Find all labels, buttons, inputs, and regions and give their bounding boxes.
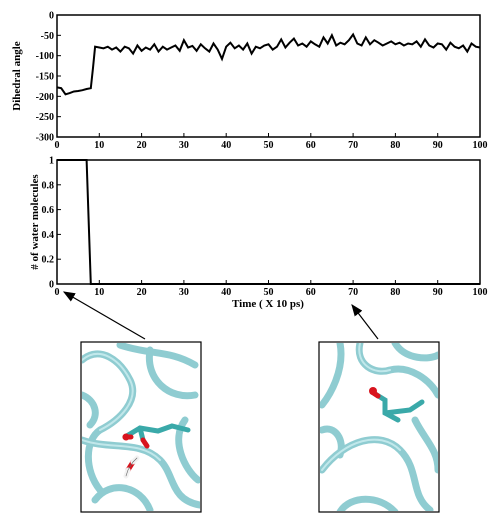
- x-tick-label: 90: [433, 140, 443, 151]
- x-tick-label: 50: [264, 287, 274, 298]
- x-tick-label: 70: [348, 287, 358, 298]
- x-tick-label: 70: [348, 140, 358, 151]
- oxygen-atom: [369, 387, 377, 395]
- y-tick-label: -200: [36, 92, 54, 103]
- x-tick-label: 20: [137, 287, 147, 298]
- x-tick-label: 60: [306, 287, 316, 298]
- x-tick-label: 30: [179, 287, 189, 298]
- x-tick-label: 10: [94, 140, 104, 151]
- molecular-snapshot-right: [318, 341, 440, 513]
- x-tick-label: 60: [306, 140, 316, 151]
- oxygen-atom: [122, 433, 130, 441]
- x-tick-label: 90: [433, 287, 443, 298]
- y-tick-label: -300: [36, 133, 54, 144]
- y-tick-label: -50: [41, 31, 54, 42]
- y-tick-label: 1: [49, 156, 54, 167]
- x-tick-label: 40: [221, 140, 231, 151]
- x-tick-label: 50: [264, 140, 274, 151]
- x-tick-label: 30: [179, 140, 189, 151]
- y-tick-label: -100: [36, 51, 54, 62]
- water-molecules-series-line: [57, 159, 480, 285]
- y-tick-label: 0.4: [42, 230, 55, 241]
- x-tick-label: 80: [390, 140, 400, 151]
- x-tick-label: 10: [94, 287, 104, 298]
- y-tick-label: -150: [36, 72, 54, 83]
- x-tick-label: 0: [55, 287, 60, 298]
- water-molecules-chart: 0 10 20 30 40 50 60 70 80 90 100 0 0.2 0.4 0.6 0.8 1 # …: [29, 156, 488, 311]
- x-tick-label: 100: [473, 140, 488, 151]
- protein-ribbon-highlight: [321, 343, 401, 471]
- arrow-up-left-icon: [351, 304, 379, 340]
- y-tick-label: 0.6: [42, 205, 55, 216]
- x-tick-label: 0: [55, 140, 60, 151]
- arrow-up-left-icon: [62, 291, 146, 340]
- x-tick-label: 100: [473, 287, 488, 298]
- dihedral-angle-series-line: [56, 32, 481, 96]
- chart-frame: [56, 159, 481, 285]
- y-tick-label: 0: [49, 280, 54, 291]
- x-tick-label: 20: [137, 140, 147, 151]
- x-axis-title: Time ( X 10 ps): [232, 298, 304, 310]
- chart-frame: [56, 14, 481, 138]
- protein-ribbon-highlight: [82, 353, 161, 461]
- y-tick-label: 0.8: [42, 180, 55, 191]
- y-axis-title: # of water molecules: [29, 174, 41, 270]
- y-tick-label: 0.2: [42, 255, 55, 266]
- y-tick-label: 0: [49, 11, 54, 22]
- molecular-snapshot-left: [80, 341, 202, 513]
- y-tick-label: -250: [36, 112, 54, 123]
- dihedral-angle-chart: 0 10 20 30 40 50 60 70 80 90 100 0 -50 -100 -150 -200 -…: [11, 11, 488, 152]
- x-tick-label: 40: [221, 287, 231, 298]
- y-axis-title: Dihedral angle: [11, 41, 23, 110]
- x-tick-label: 80: [390, 287, 400, 298]
